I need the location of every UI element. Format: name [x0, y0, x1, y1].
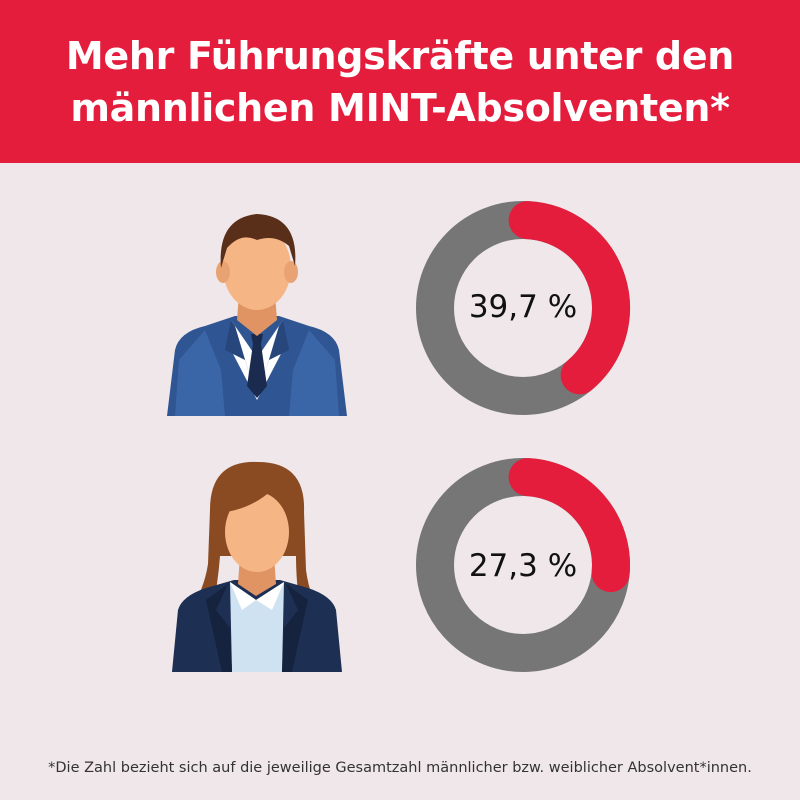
title-line-2: männlichen MINT-Absolventen*	[70, 85, 730, 130]
donut-chart-female: 27,3 %	[410, 452, 636, 678]
donut-svg-female	[416, 458, 630, 672]
value-label-female: 27,3 %	[468, 548, 578, 584]
title-banner: Mehr Führungskräfte unter den männlichen…	[0, 0, 800, 163]
male-graduate-icon	[167, 214, 347, 416]
donut-arc-female	[508, 458, 630, 593]
title-line-1: Mehr Führungskräfte unter den	[65, 33, 735, 78]
donut-arc-male	[508, 201, 630, 395]
female-graduate-icon	[172, 461, 342, 672]
footnote: *Die Zahl bezieht sich auf die jeweilige…	[48, 760, 752, 776]
chart-title: Mehr Führungskräfte unter den männlichen…	[66, 30, 734, 134]
donut-chart-male: 39,7 %	[410, 195, 636, 421]
donut-svg-male	[416, 201, 630, 415]
value-label-male: 39,7 %	[468, 289, 578, 325]
